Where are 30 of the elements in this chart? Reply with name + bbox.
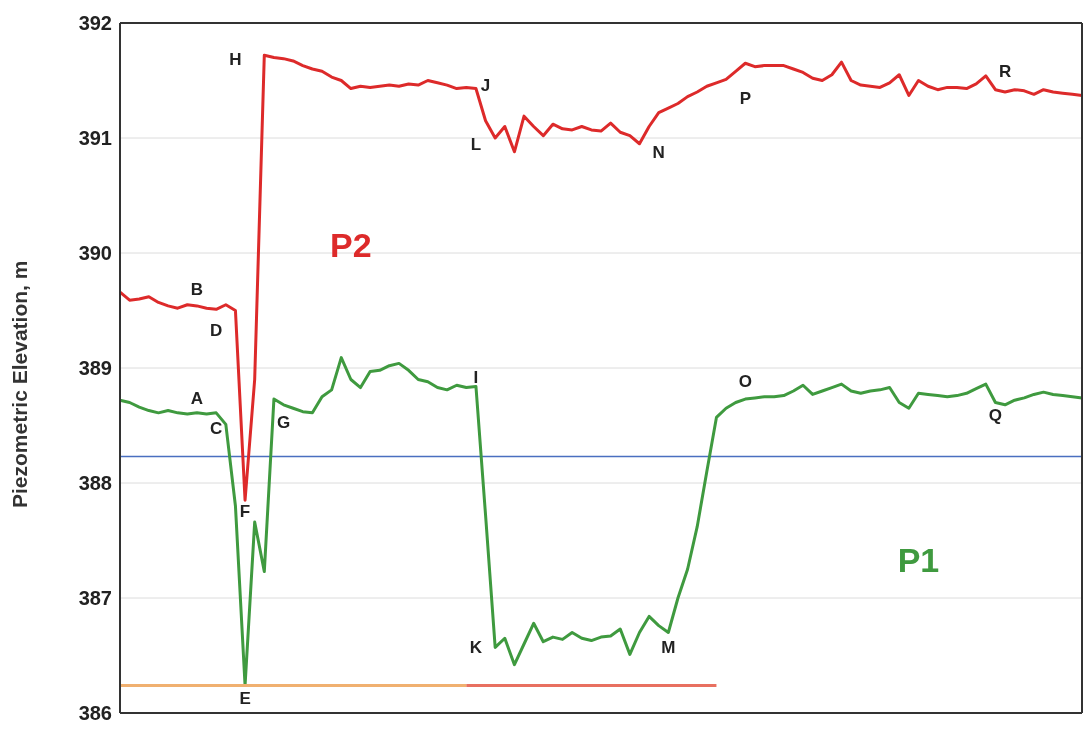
text: P1 <box>897 541 940 580</box>
annotation: J <box>480 76 491 96</box>
annotation: L <box>470 134 482 154</box>
annotation: P <box>739 88 751 108</box>
annotation: O <box>738 371 752 391</box>
annotation: A <box>190 388 204 408</box>
annotation: D <box>210 321 223 341</box>
y-tick-label: 392 <box>78 12 112 35</box>
text: P2 <box>330 226 372 265</box>
annotation: H <box>229 49 242 69</box>
annotation: C <box>210 418 223 438</box>
y-tick-label: 390 <box>78 242 112 265</box>
annotation: G <box>276 413 291 433</box>
y-tick-label: 388 <box>78 472 112 495</box>
y-tick-label: 389 <box>78 357 112 380</box>
line-series <box>118 53 1083 502</box>
annotation: E <box>239 689 251 709</box>
annotation: B <box>190 279 204 299</box>
line-series <box>118 356 1083 687</box>
annotation: N <box>652 142 665 162</box>
annotation: R <box>998 62 1012 82</box>
annotation: I <box>473 368 479 388</box>
y-tick-label: 386 <box>78 702 112 725</box>
y-tick-label: 387 <box>78 587 112 610</box>
y-tick-label: 391 <box>78 127 112 150</box>
annotation: M <box>661 638 676 658</box>
annotation: K <box>469 638 483 658</box>
y-axis-title: Piezometric Elevation, m <box>8 260 32 508</box>
annotation: Q <box>988 406 1003 426</box>
annotation: F <box>239 501 251 521</box>
